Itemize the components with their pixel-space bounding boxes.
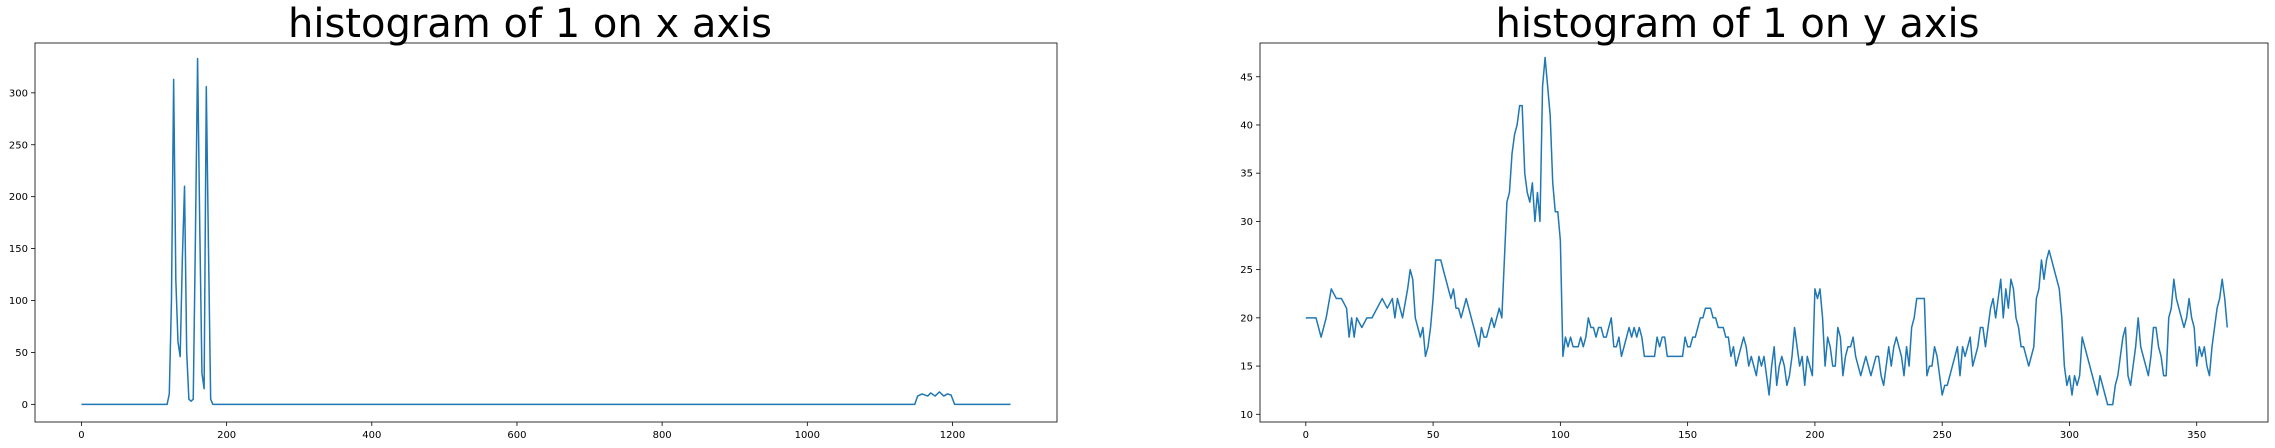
plot-frame	[1259, 42, 2269, 423]
series-line	[1305, 56, 2229, 406]
plot-frame	[34, 42, 1058, 423]
x-tick-label: 600	[507, 430, 526, 441]
y-tick-label: 30	[1240, 217, 1253, 228]
y-tick-label: 15	[1240, 362, 1253, 373]
y-tick-label: 45	[1240, 72, 1253, 83]
chart-y-axis-histogram: histogram of 1 on y axis 0 50 100 150 200 250…	[1200, 0, 2275, 448]
y-tick-label: 300	[9, 88, 28, 99]
y-tick-label: 40	[1240, 120, 1253, 131]
chart-title: histogram of 1 on y axis	[1495, 1, 1980, 47]
x-tick-label: 50	[1427, 430, 1440, 441]
y-tick-label: 20	[1240, 313, 1253, 324]
x-tick-label: 1200	[940, 430, 965, 441]
chart-plot-area: 0 50 100 150 200 250 300 350 10 15 20 25 30 35 40 45	[1240, 42, 2269, 441]
y-tick-label: 50	[15, 348, 28, 359]
x-tick-label: 150	[1678, 430, 1697, 441]
y-tick-label: 10	[1240, 410, 1253, 421]
chart-plot-area: 0 200 400 600 800 1000 1200 0 50 100 150 200 250 300	[9, 42, 1058, 441]
y-tick-label: 100	[9, 296, 28, 307]
x-tick-label: 350	[2187, 430, 2206, 441]
x-tick-label: 300	[2060, 430, 2079, 441]
x-tick-label: 800	[653, 430, 672, 441]
series-line	[81, 57, 1011, 406]
chart-x-axis-histogram: histogram of 1 on x axis 0 200 400 600 800 10…	[0, 0, 1060, 448]
x-tick-label: 200	[217, 430, 236, 441]
y-tick-label: 25	[1240, 265, 1253, 276]
x-tick-label: 1000	[795, 430, 820, 441]
x-tick-label: 200	[1805, 430, 1824, 441]
y-tick-label: 0	[22, 400, 28, 411]
x-tick-label: 100	[1551, 430, 1570, 441]
x-tick-label: 250	[1933, 430, 1952, 441]
y-tick-label: 150	[9, 244, 28, 255]
y-tick-label: 35	[1240, 169, 1253, 180]
x-tick-label: 400	[362, 430, 381, 441]
y-tick-label: 250	[9, 140, 28, 151]
x-tick-label: 0	[78, 430, 84, 441]
y-tick-label: 200	[9, 192, 28, 203]
chart-title: histogram of 1 on x axis	[288, 1, 772, 47]
x-tick-label: 0	[1303, 430, 1309, 441]
